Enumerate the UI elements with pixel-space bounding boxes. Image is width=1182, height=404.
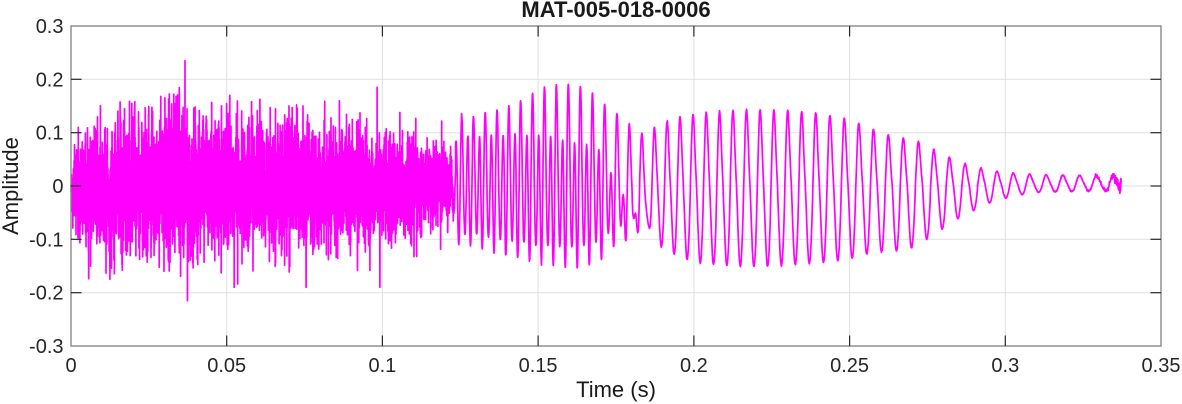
svg-text:0: 0	[65, 355, 76, 377]
svg-text:MAT-005-018-0006: MAT-005-018-0006	[521, 0, 710, 22]
svg-text:0.15: 0.15	[519, 355, 558, 377]
svg-text:0.25: 0.25	[830, 355, 869, 377]
svg-text:0: 0	[52, 176, 63, 198]
svg-text:0.3: 0.3	[36, 16, 64, 38]
svg-text:0.35: 0.35	[1142, 355, 1181, 377]
svg-text:-0.2: -0.2	[29, 283, 63, 305]
svg-text:0.2: 0.2	[36, 69, 64, 91]
svg-text:Time (s): Time (s)	[576, 377, 656, 402]
svg-text:0.1: 0.1	[368, 355, 396, 377]
svg-text:-0.3: -0.3	[29, 336, 63, 358]
svg-text:-0.1: -0.1	[29, 229, 63, 251]
svg-text:0.3: 0.3	[991, 355, 1019, 377]
svg-text:0.2: 0.2	[680, 355, 708, 377]
svg-text:0.1: 0.1	[36, 123, 64, 145]
svg-text:0.05: 0.05	[207, 355, 246, 377]
svg-text:Amplitude: Amplitude	[0, 137, 23, 235]
